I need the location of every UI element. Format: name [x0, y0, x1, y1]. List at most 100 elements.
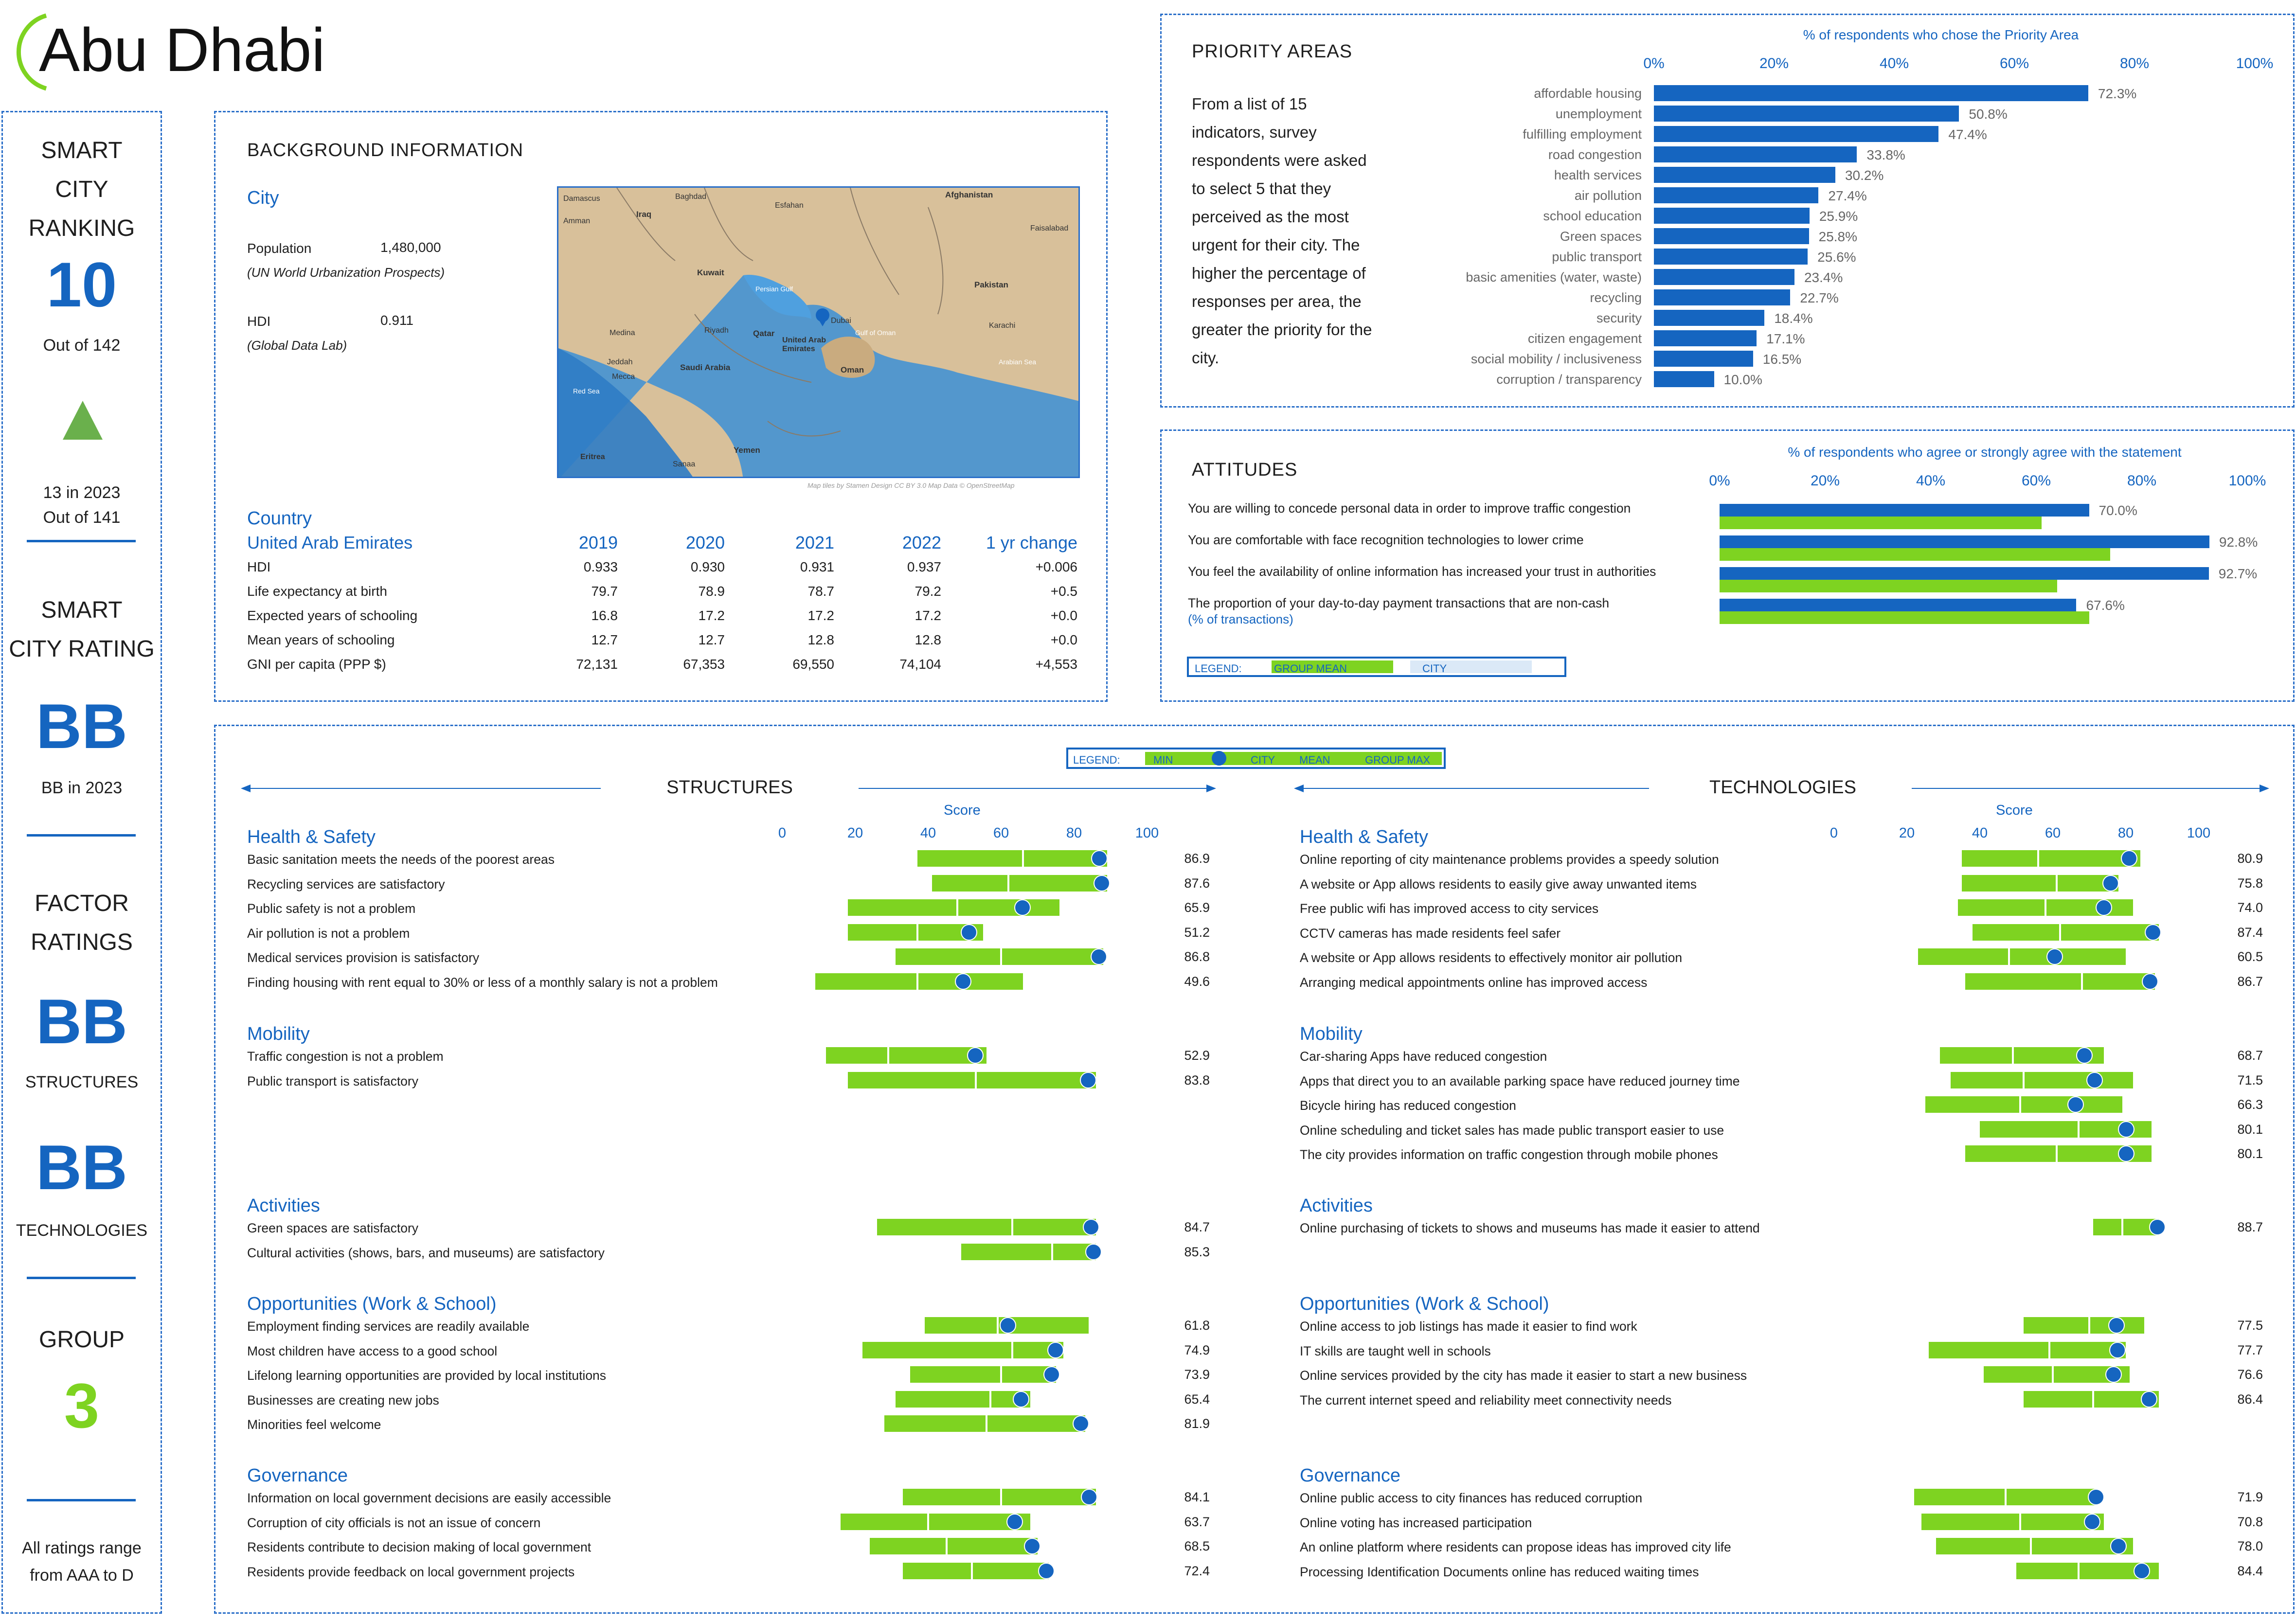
priority-description-line: to select 5 that they	[1192, 179, 1331, 197]
attitudes-axis-tick: 100%	[2228, 473, 2266, 489]
map-label: Damascus	[563, 195, 600, 203]
factor-city-dot	[2096, 899, 2112, 916]
country-row-value: 17.2	[807, 608, 835, 623]
factor-mean-tick	[2011, 1047, 2014, 1064]
priority-bar	[1654, 167, 1835, 183]
factor-city-dot	[1012, 1391, 1029, 1408]
factor-city-score: 61.8	[1184, 1318, 1210, 1333]
factor-city-score: 71.5	[2237, 1072, 2263, 1088]
factor-range-bar	[1961, 850, 2140, 867]
factor-item-label: Medical services provision is satisfacto…	[247, 950, 480, 965]
attitudes-city-bar	[1720, 599, 2077, 611]
priority-axis-tick: 20%	[1759, 55, 1789, 71]
country-row-value: 78.7	[807, 584, 835, 599]
factor-category-heading: Opportunities (Work & School)	[1300, 1294, 1549, 1314]
factor-city-dot	[955, 973, 971, 990]
score-axis-tick: 20	[1899, 825, 1915, 841]
priority-bar	[1654, 310, 1765, 326]
factor-city-score: 86.7	[2237, 974, 2263, 989]
map-label: Saudi Arabia	[680, 363, 731, 372]
country-row-value: 17.2	[915, 608, 942, 623]
factor-mean-tick	[986, 1415, 987, 1432]
country-row-value: +4,553	[1035, 657, 1077, 672]
background-panel	[214, 111, 1108, 702]
factor-city-dot	[2110, 1538, 2127, 1554]
priority-bar-value: 25.6%	[1817, 250, 1856, 265]
factor-range-bar	[1918, 948, 2126, 965]
factor-mean-tick	[1007, 874, 1009, 892]
priority-title: PRIORITY AREAS	[1192, 41, 1353, 62]
attitudes-axis-tick: 0%	[1709, 473, 1730, 489]
attitudes-axis-tick: 20%	[1810, 473, 1840, 489]
factor-city-dot	[2149, 1219, 2166, 1235]
factor-city-score: 52.9	[1184, 1048, 1210, 1063]
country-heading: Country	[247, 508, 312, 529]
map-label: United Arab Emirates	[782, 336, 826, 353]
map-label: Medina	[610, 329, 635, 337]
factor-mean-tick	[989, 1391, 991, 1408]
hdi-label: HDI	[247, 314, 271, 329]
map-image	[558, 188, 1078, 477]
factor-mean-tick	[2055, 874, 2058, 892]
factor-category-heading: Mobility	[1300, 1024, 1363, 1044]
factor-mean-tick	[2088, 1317, 2090, 1334]
factor-range-bar	[870, 1538, 1038, 1554]
technologies-rating: BB	[36, 1132, 127, 1203]
factor-mean-tick	[971, 1562, 973, 1579]
rating-value: BB	[36, 691, 127, 762]
factor-range-bar	[1929, 1341, 2126, 1358]
factor-item-label: Businesses are creating new jobs	[247, 1392, 439, 1408]
factor-item-label: Online access to job listings has made i…	[1300, 1319, 1637, 1334]
factor-city-dot	[961, 924, 977, 941]
trend-up-icon	[63, 401, 103, 440]
factor-city-dot	[2076, 1047, 2093, 1064]
factor-item-label: Cultural activities (shows, bars, and mu…	[247, 1245, 605, 1260]
legend-label: LEGEND:	[1195, 662, 1242, 675]
factor-mean-tick	[2121, 1219, 2123, 1235]
factor-item-label: Green spaces are satisfactory	[247, 1221, 419, 1235]
attitudes-title: ATTITUDES	[1192, 460, 1298, 480]
factor-range-bar	[1936, 1538, 2133, 1554]
priority-bar-label: citizen engagement	[1527, 331, 1642, 346]
country-row-label: GNI per capita (PPP $)	[247, 657, 386, 672]
country-row-value: 0.931	[800, 559, 834, 574]
factor-mean-tick	[2004, 1489, 2007, 1505]
factor-city-dot	[2109, 1341, 2126, 1358]
factor-city-score: 87.4	[2237, 925, 2263, 940]
map-label: Baghdad	[675, 193, 707, 201]
factor-city-score: 84.7	[1184, 1220, 1210, 1234]
factor-city-dot	[2105, 1366, 2122, 1383]
factor-item-label: Car-sharing Apps have reduced congestion	[1300, 1049, 1547, 1064]
factor-city-dot	[1023, 1538, 1040, 1554]
score-axis-tick: 0	[778, 825, 787, 841]
priority-bar-label: air pollution	[1574, 188, 1642, 203]
map-label: Sanaa	[673, 460, 696, 468]
factor-item-label: Minorities feel welcome	[247, 1417, 381, 1432]
factor-city-score: 85.3	[1184, 1244, 1210, 1259]
factor-item-label: A website or App allows residents to eff…	[1300, 950, 1683, 965]
factor-mean-tick	[1011, 1341, 1013, 1358]
divider	[27, 834, 136, 837]
factor-range-bar	[917, 850, 1107, 867]
factor-range-bar	[848, 924, 983, 941]
priority-bar	[1654, 228, 1809, 244]
factor-city-score: 86.8	[1184, 949, 1210, 964]
attitudes-axis-tick: 80%	[2127, 473, 2157, 489]
smart-city-ranking-heading: SMART CITY RANKING	[28, 138, 135, 241]
priority-panel	[1160, 14, 2295, 408]
factor-city-dot	[1014, 899, 1031, 916]
priority-bar-label: unemployment	[1555, 107, 1642, 121]
priority-bar-label: recycling	[1590, 290, 1642, 305]
year-col-header: 2020	[685, 533, 725, 553]
priority-bar	[1654, 269, 1794, 285]
priority-bar-label: security	[1596, 311, 1642, 325]
factor-category-heading: Activities	[247, 1195, 320, 1216]
priority-bar-value: 22.7%	[1800, 290, 1839, 305]
group-value: 3	[64, 1370, 100, 1441]
structures-rating: BB	[36, 986, 127, 1057]
factor-city-dot	[2046, 948, 2063, 965]
factor-item-label: Basic sanitation meets the needs of the …	[247, 852, 555, 867]
factor-item-label: Online public access to city finances ha…	[1300, 1491, 1643, 1505]
factor-range-bar	[902, 1562, 1049, 1579]
factor-city-dot	[1073, 1415, 1090, 1432]
